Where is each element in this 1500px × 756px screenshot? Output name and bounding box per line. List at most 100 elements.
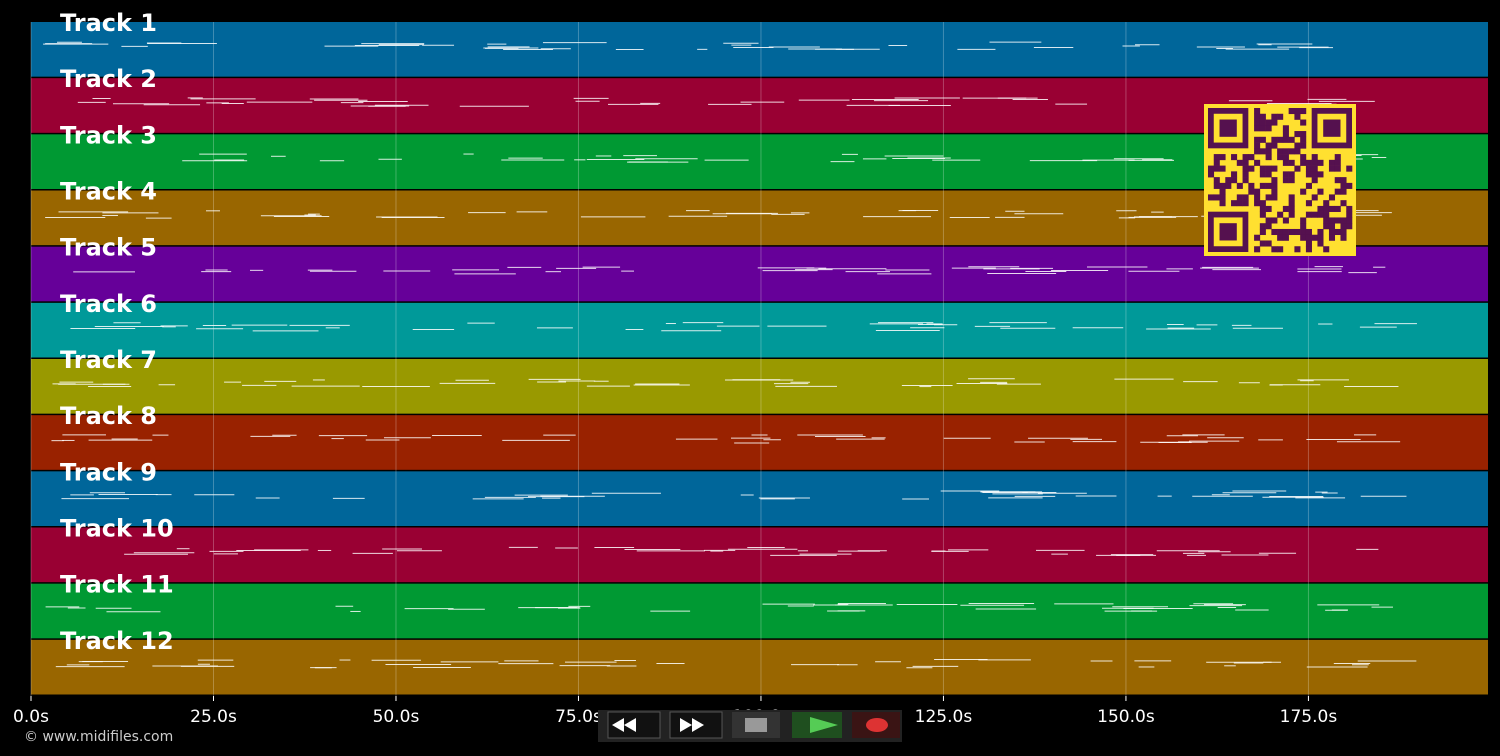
track-name: Track 7	[60, 346, 157, 374]
qr-module	[1340, 234, 1347, 241]
qr-module	[1305, 182, 1312, 189]
qr-module	[1311, 177, 1318, 184]
qr-module	[1300, 142, 1307, 149]
qr-module	[1242, 159, 1249, 166]
rewind-button[interactable]	[607, 711, 661, 739]
qr-module	[1340, 228, 1347, 236]
qr-module	[1294, 108, 1301, 115]
track-name: Track 9	[60, 458, 157, 486]
qr-module	[1305, 159, 1312, 166]
qr-module	[1254, 108, 1261, 115]
qr-module	[1265, 125, 1272, 132]
qr-module	[1219, 154, 1226, 161]
qr-module	[1271, 182, 1278, 189]
qr-module	[1254, 113, 1261, 120]
qr-module	[1271, 177, 1278, 184]
qr-module	[1248, 154, 1255, 161]
qr-finder	[1219, 223, 1237, 241]
fast-forward-button[interactable]	[669, 711, 723, 739]
qr-module	[1317, 211, 1324, 218]
qr-module	[1254, 194, 1261, 201]
qr-module	[1259, 240, 1266, 247]
qr-module	[1271, 246, 1278, 253]
track-name: Track 6	[60, 290, 157, 318]
qr-module	[1300, 119, 1307, 126]
record-button[interactable]	[852, 712, 900, 738]
qr-module	[1317, 234, 1324, 241]
qr-module	[1323, 200, 1330, 207]
qr-module	[1282, 125, 1289, 132]
qr-module	[1254, 125, 1261, 132]
track-lane	[31, 527, 1488, 583]
qr-module	[1213, 165, 1220, 172]
qr-module	[1323, 223, 1330, 230]
tick-label: 25.0s	[190, 707, 237, 727]
qr-module	[1277, 113, 1284, 120]
qr-module	[1288, 108, 1295, 115]
qr-module	[1334, 177, 1341, 184]
qr-module	[1242, 177, 1249, 184]
qr-module	[1282, 205, 1289, 212]
track-lane	[31, 639, 1488, 695]
qr-module	[1282, 217, 1289, 224]
qr-module	[1305, 211, 1312, 218]
qr-module	[1317, 228, 1324, 236]
qr-module	[1300, 234, 1307, 241]
qr-module	[1265, 217, 1272, 224]
qr-module	[1277, 246, 1284, 253]
qr-module	[1317, 171, 1324, 178]
qr-module	[1219, 200, 1226, 207]
qr-module	[1208, 194, 1215, 201]
qr-module	[1271, 228, 1278, 236]
qr-module	[1213, 177, 1220, 184]
qr-module	[1265, 142, 1272, 149]
track-name: Track 8	[60, 402, 157, 430]
qr-module	[1334, 217, 1341, 224]
qr-module	[1259, 223, 1266, 230]
qr-module	[1265, 182, 1272, 189]
qr-module	[1288, 228, 1295, 236]
tick-label: 175.0s	[1280, 707, 1338, 727]
qr-module	[1219, 194, 1226, 201]
qr-module	[1328, 228, 1336, 236]
qr-module	[1282, 234, 1289, 241]
qr-module	[1265, 165, 1272, 172]
icon	[810, 717, 838, 733]
qr-module	[1282, 159, 1289, 166]
icon	[612, 718, 636, 732]
qr-module	[1265, 205, 1272, 212]
qr-module	[1294, 142, 1301, 149]
qr-module	[1317, 205, 1324, 212]
qr-module	[1311, 159, 1318, 166]
stop-button[interactable]	[732, 712, 780, 738]
qr-finder	[1323, 119, 1341, 137]
track-name: Track 12	[60, 627, 174, 655]
qr-module	[1334, 159, 1341, 166]
qr-module	[1225, 177, 1232, 184]
qr-module	[1213, 194, 1220, 201]
qr-module	[1236, 194, 1243, 201]
qr-module	[1271, 136, 1278, 143]
qr-module	[1271, 194, 1278, 201]
qr-module	[1294, 148, 1301, 155]
qr-module	[1300, 228, 1307, 236]
qr-module	[1282, 148, 1289, 155]
qr-module	[1346, 211, 1353, 218]
qr-module	[1300, 188, 1307, 195]
qr-module	[1225, 182, 1232, 189]
track-name: Track 4	[60, 178, 157, 206]
qr-module	[1288, 159, 1295, 166]
qr-module	[1271, 188, 1278, 195]
qr-module	[1288, 205, 1295, 212]
qr-module	[1265, 119, 1272, 126]
qr-module	[1305, 165, 1312, 172]
qr-module	[1259, 165, 1266, 172]
play-button[interactable]	[792, 712, 842, 738]
tick-label: 150.0s	[1097, 707, 1155, 727]
qr-module	[1328, 234, 1336, 241]
qr-module	[1265, 223, 1272, 230]
qr-module	[1282, 136, 1289, 143]
qr-module	[1346, 165, 1353, 172]
tick-label: 0.0s	[13, 707, 49, 727]
qr-module	[1282, 131, 1289, 138]
